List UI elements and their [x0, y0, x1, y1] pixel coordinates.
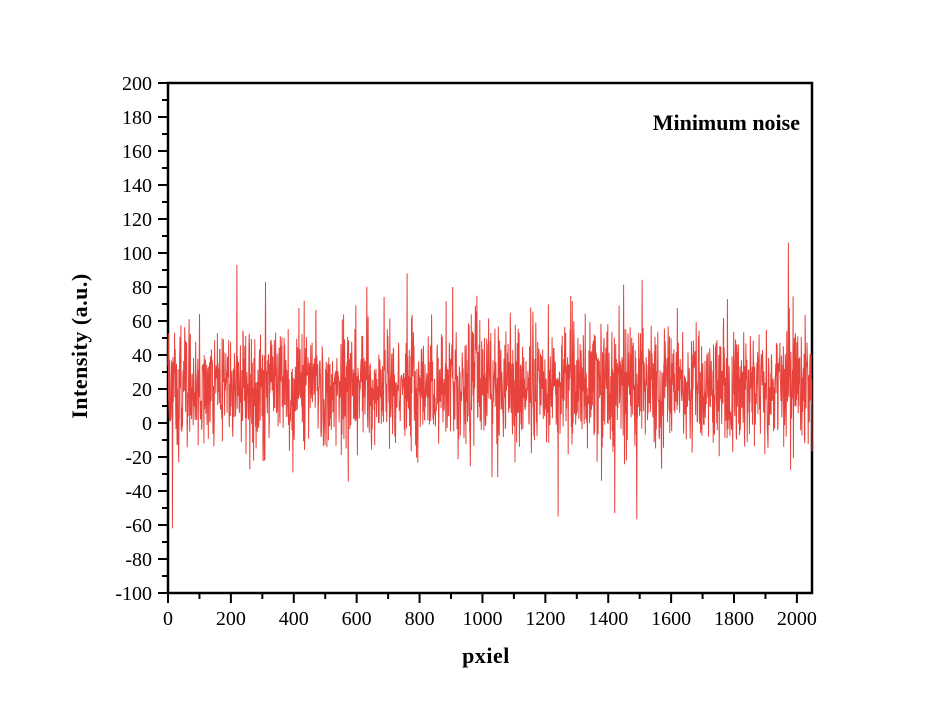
- y-tick-label: -60: [125, 515, 152, 537]
- x-tick-label: 1800: [714, 608, 754, 630]
- x-tick-label: 1200: [525, 608, 565, 630]
- y-tick-label: 20: [132, 379, 152, 401]
- y-tick-label: 200: [122, 73, 152, 95]
- annotation-minimum-noise: Minimum noise: [652, 110, 800, 135]
- x-tick-label: 800: [405, 608, 435, 630]
- plot-frame: [166, 81, 814, 595]
- x-tick-label: 1000: [462, 608, 502, 630]
- y-tick-label: 40: [132, 345, 152, 367]
- y-tick-label: 60: [132, 311, 152, 333]
- y-tick-label: 120: [122, 209, 152, 231]
- x-tick-label: 0: [163, 608, 173, 630]
- x-tick-label: 400: [279, 608, 309, 630]
- y-tick-label: 140: [122, 175, 152, 197]
- y-axis-title: Intensity (a.u.): [67, 273, 92, 419]
- y-tick-label: 0: [142, 413, 152, 435]
- y-tick-label: -100: [115, 583, 152, 605]
- y-tick-label: 160: [122, 141, 152, 163]
- x-tick-label: 600: [342, 608, 372, 630]
- x-tick-label: 2000: [777, 608, 817, 630]
- x-tick-label: 1400: [588, 608, 628, 630]
- x-tick-label: 1600: [651, 608, 691, 630]
- y-tick-label: 100: [122, 243, 152, 265]
- y-tick-label: 80: [132, 277, 152, 299]
- y-tick-label: -40: [125, 481, 152, 503]
- x-axis-title: pxiel: [462, 643, 510, 668]
- y-tick-label: -20: [125, 447, 152, 469]
- y-tick-label: -80: [125, 549, 152, 571]
- noise-trace: [167, 242, 813, 529]
- y-tick-label: 180: [122, 107, 152, 129]
- x-tick-label: 200: [216, 608, 246, 630]
